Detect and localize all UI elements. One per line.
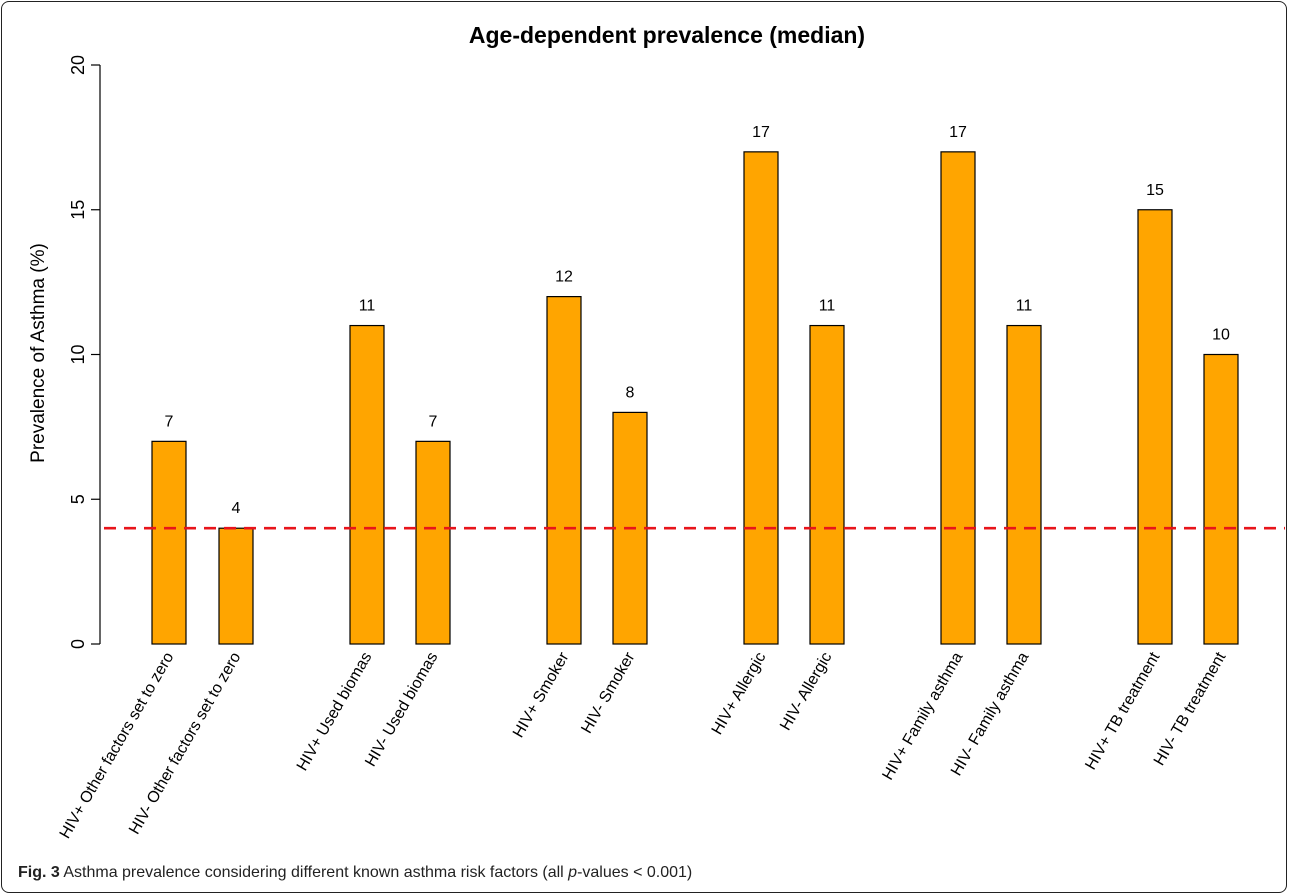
x-tick-label: HIV+ Smoker [510,649,573,741]
bar-value-label: 15 [1146,182,1164,199]
bar-value-label: 11 [1016,298,1033,315]
bar-value-label: 11 [359,298,376,315]
bar-value-label: 7 [165,413,174,430]
bars-group [151,151,1239,645]
caption-text-before: Asthma prevalence considering different … [63,864,569,881]
caption-label: Fig. 3 [18,864,60,881]
caption-text-after: -values < 0.001) [577,864,693,881]
y-tick-label: 20 [68,55,88,75]
bar-value-label: 12 [555,269,573,286]
bar [415,440,451,645]
bar [1006,324,1042,645]
bar-value-label: 11 [819,298,836,315]
bar [940,151,976,645]
x-tick-label: HIV- Other factors set to zero [126,649,244,837]
bar-value-label: 17 [752,124,770,141]
bar-value-label: 4 [232,500,241,517]
y-tick-label: 10 [68,344,88,364]
bar-value-label: 17 [949,124,967,141]
x-tick-label: HIV- Smoker [578,649,638,737]
x-tick-label: HIV- Allergic [777,650,835,734]
bar [151,440,187,645]
bar-value-label: 10 [1212,327,1230,344]
x-tick-label: HIV+ Other factors set to zero [57,649,178,841]
bar-value-label: 8 [626,384,635,401]
y-tick-label: 15 [68,200,88,220]
x-tick-label: HIV+ TB treatment [1082,649,1163,773]
bar [546,296,582,645]
bar [1203,353,1239,645]
y-axis: 0 5 10 15 20 [68,55,101,649]
caption-text-italic: p [568,864,578,881]
y-tick-label: 0 [68,639,88,649]
x-tick-label: HIV- TB treatment [1151,649,1230,769]
bar [218,527,254,645]
x-tick-label: HIV+ Used biomas [294,650,376,774]
x-tick-label: HIV- Used biomas [362,650,441,770]
bar [349,324,385,645]
bar [743,151,779,645]
x-tick-label: HIV- Family asthma [948,649,1033,778]
y-axis-label: Prevalence of Asthma (%) [28,243,49,463]
bar [1137,209,1173,645]
figure-caption: Fig. 3 Asthma prevalence considering dif… [18,864,692,882]
value-labels-group: 7 4 11 7 12 8 17 11 17 11 15 10 [165,124,1230,517]
bar-value-label: 7 [429,413,438,430]
chart-title: Age-dependent prevalence (median) [469,22,865,48]
bar [809,324,845,645]
bar-chart: Age-dependent prevalence (median) Preval… [28,22,1285,842]
x-tick-label: HIV+ Allergic [709,650,770,738]
y-tick-label: 5 [68,494,88,504]
